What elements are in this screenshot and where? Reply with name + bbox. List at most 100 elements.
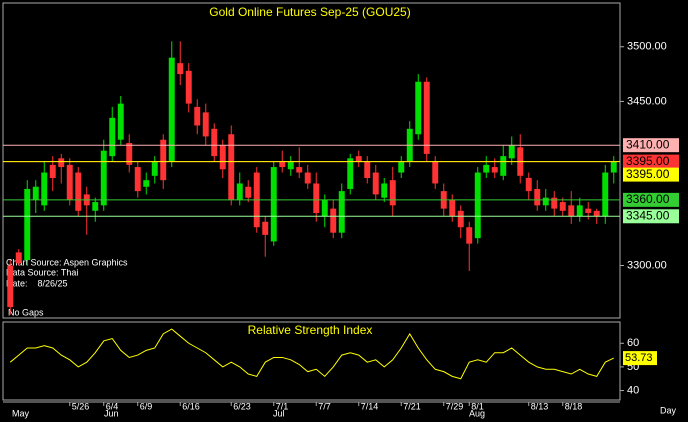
candle-body: [542, 197, 549, 206]
rsi-panel: [2, 321, 621, 401]
x-axis-label: Day: [660, 405, 677, 415]
x-tick-label: 7/1: [276, 401, 289, 411]
candle-body: [143, 180, 150, 187]
candle-body: [568, 205, 575, 217]
candle-body: [287, 161, 294, 170]
candle-body: [355, 156, 362, 162]
candle-body: [202, 112, 209, 137]
candle-body: [279, 161, 286, 168]
rsi-label-box: [623, 351, 657, 366]
x-tick-label: 6/9: [140, 401, 153, 411]
y-tick-label: 3450.00: [627, 95, 667, 107]
candle-body: [449, 199, 456, 217]
candle-body: [160, 139, 167, 181]
candle-body: [313, 183, 320, 213]
month-label: May: [12, 408, 30, 418]
y-tick-label: 3300.00: [627, 259, 667, 271]
candle-body: [347, 158, 354, 189]
level-label-box: [623, 167, 679, 182]
candle-body: [134, 167, 141, 192]
candle-body: [117, 103, 124, 140]
candle-body: [100, 150, 107, 206]
candle-body: [381, 183, 388, 198]
candle-body: [126, 143, 133, 165]
x-tick-label: 7/14: [361, 401, 379, 411]
candle-body: [415, 81, 422, 135]
candle-body: [219, 145, 226, 170]
level-label: 3395.00: [626, 154, 670, 168]
x-tick-label: 8/18: [565, 401, 583, 411]
candle-body: [364, 161, 371, 178]
candle-body: [32, 186, 39, 200]
annotation: Data Source: Thai: [6, 267, 78, 277]
candle-body: [270, 167, 277, 242]
x-tick-label: 6/4: [106, 401, 119, 411]
level-label: 3360.00: [626, 192, 670, 206]
month-label: Jul: [273, 408, 285, 418]
candle-body: [92, 202, 99, 211]
candle-body: [432, 161, 439, 184]
x-tick-label: 6/16: [182, 401, 200, 411]
candle-body: [483, 164, 490, 173]
y-tick-label: 60: [627, 337, 639, 349]
candle-body: [236, 183, 243, 200]
level-label-box: [623, 154, 679, 169]
candle-body: [66, 164, 73, 200]
x-tick-label: 6/23: [233, 401, 251, 411]
candle-body: [602, 172, 609, 217]
candle-body: [474, 172, 481, 239]
candle-body: [500, 156, 507, 176]
annotation: Chart Source: Aspen Graphics: [6, 257, 128, 267]
x-tick-label: 7/29: [446, 401, 464, 411]
candle-body: [7, 265, 14, 308]
month-label: Jun: [104, 408, 119, 418]
candle-body: [211, 128, 218, 157]
candle-body: [168, 57, 175, 162]
candle-body: [24, 188, 31, 261]
candle-body: [398, 161, 405, 173]
level-label: 3395.00: [626, 167, 670, 181]
candle-body: [466, 227, 473, 244]
candle-body: [109, 117, 116, 157]
price-panel: [2, 2, 621, 319]
candle-body: [330, 208, 337, 233]
y-tick-label: 3500.00: [627, 41, 667, 53]
candle-body: [58, 158, 65, 168]
month-label: Aug: [469, 408, 485, 418]
candle-body: [389, 180, 396, 206]
x-tick-label: 5/26: [72, 401, 90, 411]
candle-body: [185, 70, 192, 104]
candle-body: [296, 167, 303, 173]
candle-body: [372, 172, 379, 195]
candle-body: [151, 161, 158, 176]
chart-title: Gold Online Futures Sep-25 (GOU25): [209, 5, 410, 19]
candle-body: [585, 208, 592, 213]
candle-body: [508, 145, 515, 159]
candle-body: [559, 202, 566, 211]
candle-body: [576, 205, 583, 217]
y-tick-label: 40: [627, 384, 639, 396]
candle-body: [304, 172, 311, 184]
candle-body: [457, 210, 464, 228]
candle-body: [194, 106, 201, 126]
candle-body: [245, 186, 252, 198]
annotation: No Gaps: [8, 307, 44, 317]
candle-body: [534, 188, 541, 206]
candle-body: [525, 178, 532, 192]
rsi-title: Relative Strength Index: [248, 323, 373, 337]
candle-body: [262, 221, 269, 235]
level-label-box: [623, 138, 679, 153]
candle-body: [228, 134, 235, 200]
candle-body: [551, 197, 558, 209]
candle-body: [338, 191, 345, 233]
x-tick-label: 8/1: [471, 401, 484, 411]
candle-body: [15, 252, 22, 264]
rsi-line: [9, 328, 614, 380]
level-label: 3345.00: [626, 208, 670, 222]
candle-body: [49, 164, 56, 178]
candle-body: [321, 199, 328, 217]
annotation: Date: 8/26/25: [6, 278, 68, 288]
candle-body: [423, 81, 430, 154]
candle-body: [610, 161, 617, 173]
